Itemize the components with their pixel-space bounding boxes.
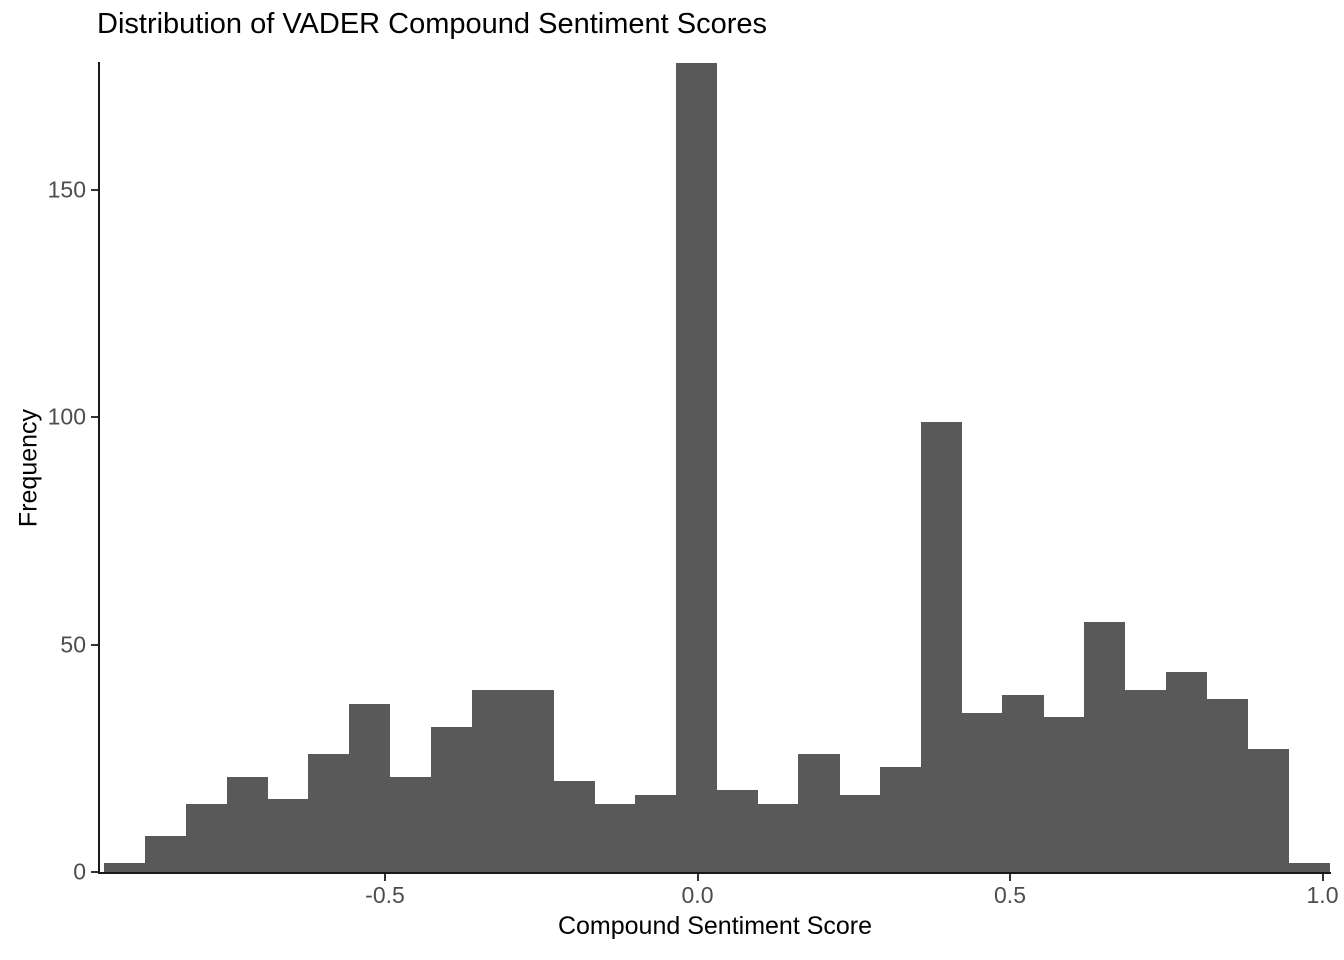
y-tick-mark bbox=[91, 189, 98, 192]
histogram-bar bbox=[839, 794, 881, 872]
histogram-bar bbox=[308, 753, 350, 872]
histogram-bar bbox=[920, 422, 963, 872]
histogram-bar bbox=[757, 803, 799, 872]
histogram-bar bbox=[716, 790, 758, 872]
histogram-bar bbox=[349, 703, 391, 872]
x-tick-label: 1.0 bbox=[1306, 882, 1339, 908]
histogram-bar bbox=[1084, 622, 1126, 872]
histogram-bar bbox=[471, 690, 513, 872]
histogram-bar bbox=[1247, 749, 1289, 872]
histogram-bar bbox=[430, 726, 473, 872]
chart-title: Distribution of VADER Compound Sentiment… bbox=[97, 8, 767, 40]
histogram-bar bbox=[512, 690, 554, 872]
histogram-bar bbox=[879, 767, 922, 872]
histogram-bar bbox=[389, 776, 432, 872]
x-axis-label: Compound Sentiment Score bbox=[557, 912, 873, 940]
histogram-bar bbox=[144, 835, 187, 872]
y-tick-label: 0 bbox=[73, 858, 86, 885]
histogram-bar bbox=[1165, 672, 1208, 872]
x-tick-mark bbox=[384, 874, 386, 881]
histogram-bar bbox=[1002, 694, 1044, 872]
histogram-bar bbox=[267, 799, 309, 872]
histogram-bar bbox=[226, 776, 268, 872]
y-tick-mark bbox=[91, 871, 98, 873]
histogram-bar bbox=[1124, 690, 1167, 872]
y-tick-label: 150 bbox=[47, 176, 86, 203]
histogram-bar bbox=[553, 781, 595, 872]
x-tick-mark bbox=[1321, 874, 1324, 881]
x-axis-line bbox=[98, 872, 1331, 874]
histogram-bar bbox=[675, 62, 718, 872]
histogram-bar bbox=[1288, 862, 1330, 872]
histogram-bar bbox=[634, 794, 677, 872]
x-tick-mark bbox=[1009, 874, 1011, 881]
histogram-bar bbox=[594, 803, 636, 872]
y-tick-mark bbox=[91, 416, 98, 419]
x-tick-label: -0.5 bbox=[365, 882, 405, 908]
histogram-bar bbox=[104, 862, 146, 872]
histogram-bar bbox=[185, 803, 228, 872]
x-tick-mark bbox=[696, 874, 699, 881]
histogram-bar bbox=[1043, 717, 1085, 872]
histogram-bar bbox=[961, 712, 1003, 872]
x-tick-label: 0.5 bbox=[994, 882, 1026, 908]
histogram-bar bbox=[1206, 699, 1248, 872]
y-axis-line bbox=[98, 62, 100, 874]
y-tick-label: 100 bbox=[47, 403, 86, 430]
y-tick-label: 50 bbox=[60, 631, 86, 658]
histogram-bar bbox=[798, 753, 840, 872]
x-tick-label: 0.0 bbox=[681, 882, 714, 908]
plot-panel bbox=[100, 62, 1330, 872]
y-tick-mark bbox=[91, 643, 98, 646]
